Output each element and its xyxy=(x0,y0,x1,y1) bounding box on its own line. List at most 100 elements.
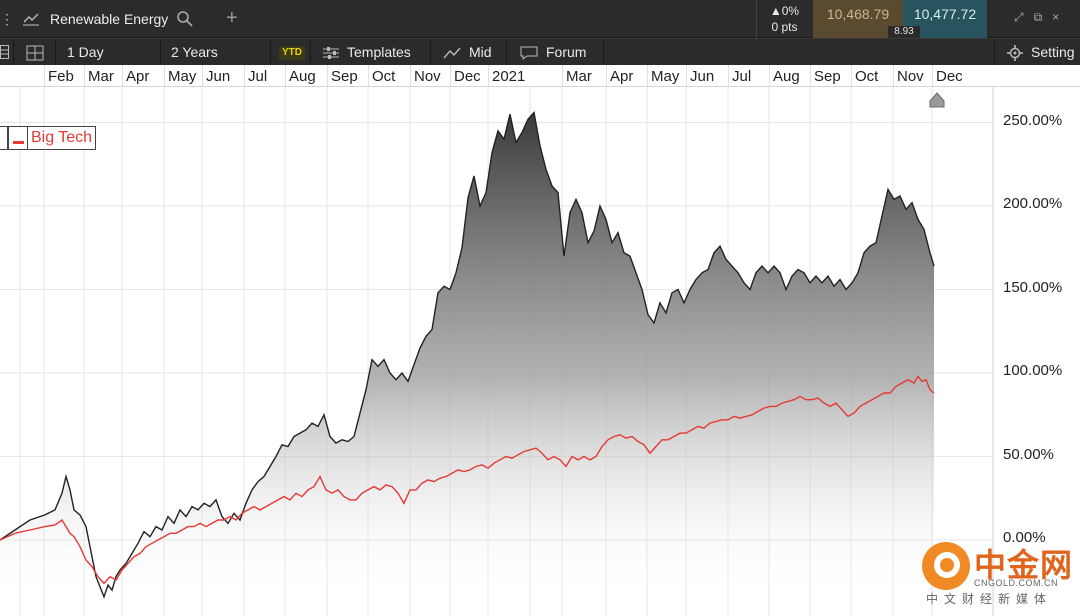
x-tick-mark xyxy=(728,65,729,86)
price-type-button[interactable]: Mid xyxy=(431,39,507,66)
watermark-name: 中金网 xyxy=(974,546,1074,584)
forum-button[interactable]: Forum xyxy=(507,39,604,66)
x-tick-mark xyxy=(893,65,894,86)
instrument-tab[interactable]: Renewable Energy xyxy=(22,0,212,38)
templates-label: Templates xyxy=(347,44,411,60)
forum-label: Forum xyxy=(546,44,587,60)
x-tick-mark xyxy=(606,65,607,86)
settings-button[interactable]: Setting xyxy=(994,39,1080,66)
price-change: ▲0% 0 pts xyxy=(756,0,812,38)
range-label: 2 Years xyxy=(171,44,218,60)
x-tick-label: Oct xyxy=(372,68,396,85)
popout-icon[interactable]: ⧉ xyxy=(1033,10,1053,24)
x-tick-mark xyxy=(769,65,770,86)
line-icon xyxy=(443,47,461,59)
buy-price: 10,477.72 xyxy=(913,6,977,22)
y-tick-label: 200.00% xyxy=(1003,195,1063,212)
x-tick-mark xyxy=(368,65,369,86)
x-tick-mark xyxy=(327,65,328,86)
expand-icon[interactable]: ⤢ xyxy=(1014,10,1034,24)
chat-bubble-icon xyxy=(520,46,538,61)
menu-grip-icon[interactable]: ⋮ xyxy=(0,11,14,27)
y-tick-label: 50.00% xyxy=(1003,445,1054,463)
window-controls: ⤢⧉× xyxy=(1014,10,1069,25)
search-icon[interactable] xyxy=(176,10,194,28)
x-tick-label: Dec xyxy=(454,68,481,85)
interval-select[interactable]: 1 Day xyxy=(56,39,161,66)
legend[interactable]: Big Tech xyxy=(0,126,97,150)
x-tick-label: Jun xyxy=(690,68,715,85)
series-line-big-tech xyxy=(0,375,935,585)
x-tick-mark xyxy=(285,65,286,86)
x-tick-label: Apr xyxy=(610,68,634,85)
settings-label: Setting xyxy=(1031,44,1075,60)
series-area-fill xyxy=(0,112,934,597)
x-tick-label: Dec xyxy=(936,68,963,85)
y-tick-label: 0.00% xyxy=(1003,529,1046,546)
range-select[interactable]: 2 Years xyxy=(161,39,271,66)
x-tick-label: Mar xyxy=(566,68,592,85)
ytd-button[interactable]: YTD xyxy=(271,39,311,66)
x-tick-label: May xyxy=(651,68,680,85)
x-tick-label: Oct xyxy=(855,68,879,85)
x-tick-label: Nov xyxy=(414,68,441,85)
x-tick-label: Mar xyxy=(88,68,114,85)
sell-price-button[interactable]: 10,468.79 xyxy=(813,0,903,38)
x-tick-label: Aug xyxy=(773,68,800,85)
top-bar: ⋮ Renewable Energy + ▲0% 0 pts 10,468.79… xyxy=(0,0,1080,38)
x-tick-mark xyxy=(84,65,85,86)
x-tick-mark xyxy=(488,65,489,86)
watermark: 中金网 CNGOLD.COM.CN 中文财经新媒体 xyxy=(918,540,1078,614)
y-tick-label: 100.00% xyxy=(1003,362,1063,379)
line-chart-icon xyxy=(23,13,39,26)
x-tick-label: Sep xyxy=(331,68,358,85)
x-tick-mark xyxy=(562,65,563,86)
logo-icon xyxy=(922,542,970,590)
close-icon[interactable]: × xyxy=(1052,10,1070,24)
layout-icon-left[interactable] xyxy=(0,39,14,66)
x-tick-mark xyxy=(647,65,648,86)
y-tick-label: 150.00% xyxy=(1003,278,1063,296)
x-tick-mark xyxy=(686,65,687,86)
x-tick-mark xyxy=(810,65,811,86)
x-tick-label: Jul xyxy=(732,68,752,85)
x-tick-label: May xyxy=(168,68,197,85)
x-tick-label: Sep xyxy=(814,68,841,85)
interval-label: 1 Day xyxy=(67,44,104,60)
grid-icon xyxy=(26,45,43,61)
sell-price: 10,468.79 xyxy=(826,6,890,22)
x-tick-label: Jul xyxy=(248,68,268,85)
add-tab-icon[interactable]: + xyxy=(226,7,238,29)
spread-value: 8.93 xyxy=(888,26,920,38)
x-tick-mark xyxy=(450,65,451,86)
grid-layout-button[interactable] xyxy=(14,39,56,66)
x-tick-mark xyxy=(410,65,411,86)
change-percent: ▲0% xyxy=(769,4,800,18)
gear-icon xyxy=(1007,45,1023,62)
watermark-slogan: 中文财经新媒体 xyxy=(926,592,1053,606)
x-tick-label: Feb xyxy=(48,68,74,85)
change-points: 0 pts xyxy=(771,20,798,34)
performance-chart[interactable] xyxy=(0,87,1080,616)
x-tick-mark xyxy=(44,65,45,86)
x-tick-label: Aug xyxy=(289,68,316,85)
x-tick-label: Nov xyxy=(897,68,924,85)
series-line-renewable xyxy=(0,110,935,599)
x-tick-mark xyxy=(202,65,203,86)
x-tick-label: Apr xyxy=(126,68,150,85)
chart-toolbar: 1 Day 2 Years YTD Templates Mid Forum Se… xyxy=(0,38,1080,66)
x-tick-mark xyxy=(932,65,933,86)
watermark-domain: CNGOLD.COM.CN xyxy=(974,578,1059,588)
y-tick-label: 250.00% xyxy=(1003,111,1063,129)
current-date-marker-icon xyxy=(929,92,945,108)
instrument-name: Renewable Energy xyxy=(50,11,169,27)
x-tick-mark xyxy=(122,65,123,86)
x-tick-label: Jun xyxy=(206,68,231,85)
price-type-label: Mid xyxy=(469,44,492,60)
x-tick-mark xyxy=(244,65,245,86)
legend-collapse-icon[interactable] xyxy=(0,126,8,150)
templates-button[interactable]: Templates xyxy=(311,39,431,66)
legend-color-icon xyxy=(13,141,24,144)
x-tick-label: 2021 xyxy=(492,68,526,85)
legend-label: Big Tech xyxy=(28,126,97,150)
